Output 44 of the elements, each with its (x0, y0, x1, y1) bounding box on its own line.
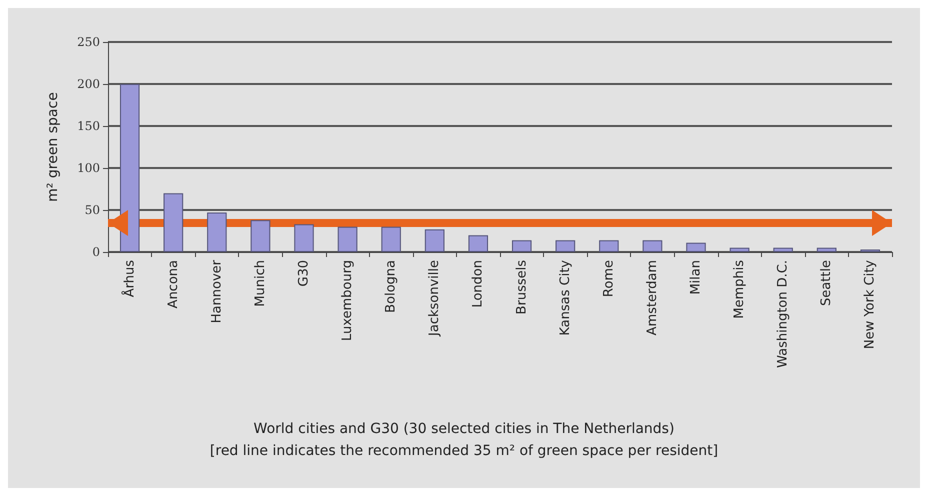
x-tick-label: Ancona (166, 260, 181, 308)
bar (120, 84, 140, 252)
x-tick-label: Jacksonville (427, 260, 442, 337)
bar (599, 240, 619, 252)
x-tick-label: New York City (862, 260, 878, 350)
bar (730, 248, 750, 252)
y-tick-label: 200 (77, 77, 100, 91)
bar (512, 240, 532, 252)
y-tick-label: 50 (84, 203, 100, 217)
bar (816, 248, 836, 252)
x-tick-label: Hannover (209, 259, 224, 324)
bar (207, 212, 227, 252)
x-tick-label: Milan (688, 260, 704, 295)
x-tick-label: Rome (601, 260, 616, 298)
x-tick-label: Luxembourg (340, 260, 356, 342)
x-tick-label: Memphis (732, 260, 748, 319)
y-tick-label: 250 (77, 35, 100, 49)
x-axis-title: World cities and G30 (30 selected cities in The Netherlands) (252, 420, 676, 439)
bar (250, 220, 270, 252)
bar (164, 193, 184, 252)
bar (424, 229, 444, 252)
x-tick-label: London (470, 260, 486, 308)
y-axis-title: m² green space (45, 92, 61, 202)
x-tick-label: Washington D.C. (776, 260, 791, 368)
bar (556, 240, 576, 252)
bar (338, 226, 358, 252)
bar (686, 242, 706, 252)
x-tick-label: G30 (296, 260, 312, 287)
x-tick-label: Kansas City (558, 260, 573, 336)
x-tick-label: Amsterdam (644, 260, 660, 336)
text: [red line indicates the recommended 35 m² of green space per resident] (208, 442, 720, 461)
x-tick-label: Seattle (819, 260, 834, 306)
x-tick-label: Brussels (514, 260, 530, 314)
x-tick-label: Munich (252, 260, 268, 307)
y-tick-label: 100 (77, 161, 100, 175)
bar (773, 248, 793, 252)
y-tick-label: 0 (92, 245, 100, 259)
bar (468, 235, 488, 252)
bar (642, 240, 662, 252)
bar (381, 226, 401, 252)
x-tick-label: Århus (120, 260, 138, 298)
bar (294, 224, 314, 252)
x-tick-label: Bologna (384, 260, 399, 313)
y-tick-label: 150 (77, 119, 100, 133)
